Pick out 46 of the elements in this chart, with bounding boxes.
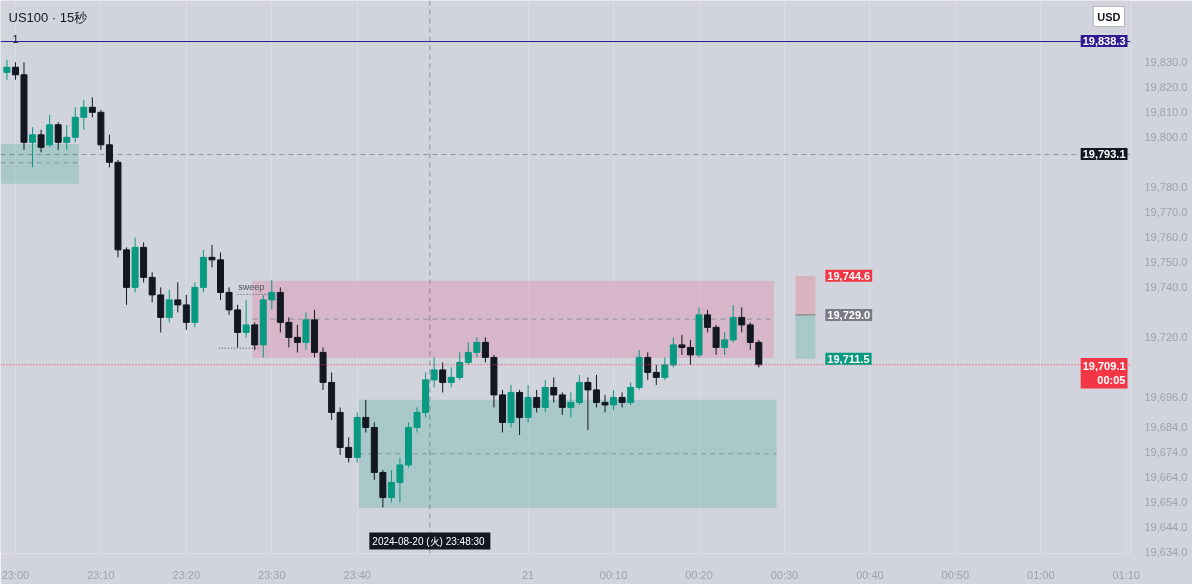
candlestick: [610, 389, 618, 411]
candlestick: [362, 399, 370, 433]
candlestick: [738, 306, 746, 333]
candlestick: [524, 384, 532, 423]
candlestick: [721, 331, 729, 356]
candlestick: [182, 294, 190, 331]
annotation: 19,744.6: [827, 269, 871, 282]
annotation: 19,711.5: [827, 352, 870, 365]
candlestick: [686, 339, 694, 366]
candlestick: [165, 289, 173, 323]
text: US100 · 15秒: [8, 10, 88, 25]
candlestick: [63, 124, 71, 151]
annotation: sweep: [238, 282, 265, 293]
candlestick: [729, 304, 737, 343]
candlestick: [293, 324, 301, 353]
candlestick: [575, 374, 583, 406]
ref-line-label: 19,709.1 00:05: [1082, 360, 1126, 387]
annotation: 1: [12, 32, 19, 45]
candlestick: [644, 351, 652, 381]
candlestick: [669, 336, 677, 368]
candlestick: [302, 311, 310, 351]
candlestick: [533, 389, 541, 413]
annotation: 19,729.0: [827, 308, 871, 321]
candlestick: [54, 121, 62, 151]
ref-line-label: 2024-08-20 (火) 23:48:30: [372, 535, 486, 547]
candlestick: [242, 299, 250, 338]
candlestick: [550, 376, 558, 403]
annotation: USD: [1097, 10, 1121, 23]
ref-line-label: 19,793.1: [1082, 147, 1126, 160]
candlestick: [251, 321, 259, 351]
ref-line-label: 19,838.3: [1082, 34, 1126, 47]
candlestick: [37, 129, 45, 153]
candlestick: [627, 381, 635, 406]
candlestick: [174, 281, 182, 313]
candlestick: [29, 126, 37, 168]
candlestick: [541, 379, 549, 413]
candlestick: [558, 391, 566, 416]
candlestick: [661, 356, 669, 381]
candlestick: [652, 364, 660, 386]
candlestick: [439, 361, 447, 393]
candlestick: [268, 279, 276, 311]
candlestick: [678, 334, 686, 356]
candlestick: [567, 391, 575, 418]
candlestick: [3, 59, 11, 81]
candlestick: [618, 391, 626, 408]
candlestick: [46, 114, 54, 148]
